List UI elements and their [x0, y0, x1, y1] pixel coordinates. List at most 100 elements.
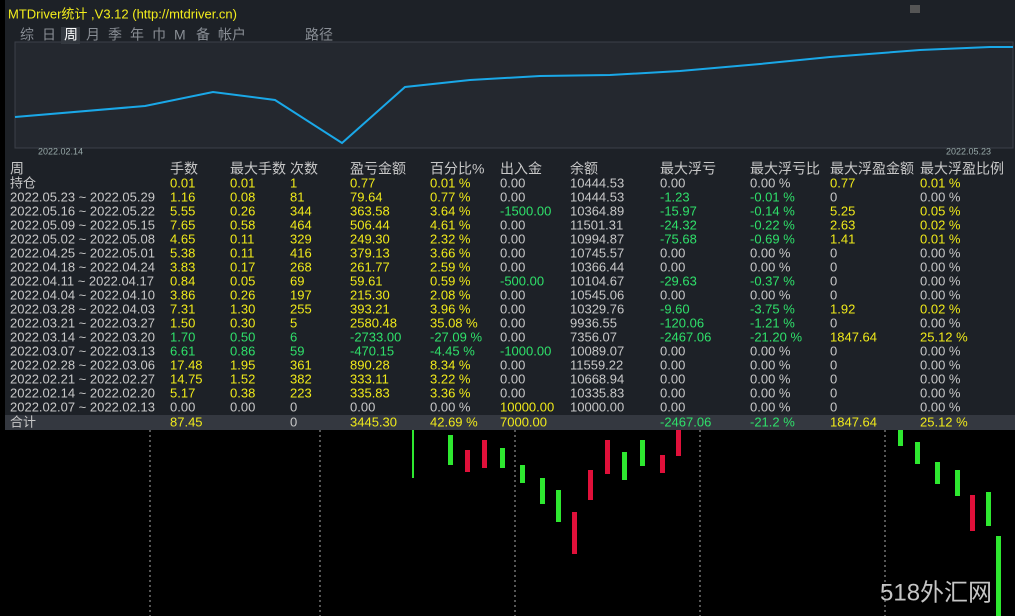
total-cell: 合计	[10, 414, 36, 429]
tab[interactable]: 日	[42, 27, 56, 43]
table-cell: 0	[290, 399, 297, 414]
table-cell: 2022.04.11 ~ 2022.04.17	[10, 273, 154, 288]
table-cell: 416	[290, 245, 312, 260]
table-cell: 0.00 %	[920, 357, 961, 372]
tab[interactable]: 备	[196, 27, 210, 43]
table-cell: 0.38	[230, 385, 255, 400]
chart-end-label: 2022.05.23	[946, 146, 991, 156]
table-cell: 0	[830, 259, 837, 274]
table-cell: 0.00 %	[920, 273, 961, 288]
candle	[482, 440, 487, 468]
candle	[588, 470, 593, 500]
table-cell: 81	[290, 189, 304, 204]
table-cell: 0.00	[500, 329, 525, 344]
candle	[970, 495, 975, 531]
tab[interactable]: 月	[86, 27, 100, 43]
table-cell: 261.77	[350, 259, 390, 274]
table-cell: 3.83	[170, 259, 195, 274]
tab[interactable]: 路径	[305, 27, 333, 43]
position-cell: 0.01	[230, 175, 255, 190]
table-cell: 361	[290, 357, 312, 372]
table-cell: 10994.87	[570, 231, 624, 246]
table-cell: -0.14 %	[750, 203, 795, 218]
table-cell: 69	[290, 273, 304, 288]
tab[interactable]: 周	[64, 27, 78, 43]
table-cell: -470.15	[350, 343, 394, 358]
candle	[556, 490, 561, 522]
table-cell: 0.02 %	[920, 301, 961, 316]
tab[interactable]: 年	[130, 27, 144, 43]
table-cell: 10364.89	[570, 203, 624, 218]
table-cell: 0.11	[230, 245, 254, 260]
tab[interactable]: 综	[20, 27, 34, 43]
table-cell: 10366.44	[570, 259, 624, 274]
table-cell: 0.00 %	[750, 385, 791, 400]
total-cell: 7000.00	[500, 414, 547, 429]
table-cell: 0.50	[230, 329, 255, 344]
table-cell: -21.20 %	[750, 329, 802, 344]
table-cell: 10000.00	[500, 399, 554, 414]
table-cell: 464	[290, 217, 312, 232]
table-cell: 0.84	[170, 273, 195, 288]
table-cell: 10089.07	[570, 343, 624, 358]
table-cell: 6.61	[170, 343, 195, 358]
tab[interactable]: 季	[108, 27, 122, 43]
table-cell: 1.95	[230, 357, 255, 372]
table-cell: 0.00	[660, 343, 685, 358]
tab[interactable]: 帐户	[218, 27, 246, 43]
table-cell: 249.30	[350, 231, 390, 246]
column-header: 最大浮亏	[660, 161, 716, 177]
table-cell: 0.77 %	[430, 189, 471, 204]
position-cell: 1	[290, 175, 297, 190]
tab[interactable]: 巾	[152, 27, 166, 43]
total-cell: 42.69 %	[430, 414, 478, 429]
table-cell: 3.36 %	[430, 385, 471, 400]
window-control[interactable]	[910, 5, 920, 13]
table-cell: 0.00 %	[920, 287, 961, 302]
table-cell: -2467.06	[660, 329, 711, 344]
table-cell: 0.05 %	[920, 203, 961, 218]
table-cell: 5.55	[170, 203, 195, 218]
position-cell: 0.01 %	[430, 175, 471, 190]
table-cell: 25.12 %	[920, 329, 968, 344]
table-cell: -9.60	[660, 301, 690, 316]
table-cell: 14.75	[170, 371, 203, 386]
candle	[605, 440, 610, 474]
table-cell: 0	[830, 273, 837, 288]
table-cell: 0.86	[230, 343, 255, 358]
candle	[640, 440, 645, 466]
table-cell: 393.21	[350, 301, 390, 316]
table-cell: 890.28	[350, 357, 390, 372]
table-cell: 1.16	[170, 189, 195, 204]
table-cell: 0	[830, 315, 837, 330]
table-cell: 10668.94	[570, 371, 624, 386]
table-cell: 2022.02.21 ~ 2022.02.27	[10, 371, 155, 386]
table-cell: 0.26	[230, 203, 255, 218]
candle	[465, 450, 470, 472]
table-cell: 10745.57	[570, 245, 624, 260]
table-cell: 3.86	[170, 287, 195, 302]
tab[interactable]: M	[174, 27, 186, 43]
table-cell: 2022.03.14 ~ 2022.03.20	[10, 329, 155, 344]
table-cell: -120.06	[660, 315, 704, 330]
position-cell: 10444.53	[570, 175, 624, 190]
candle	[540, 478, 545, 504]
table-cell: 0	[830, 343, 837, 358]
table-cell: 268	[290, 259, 312, 274]
candle	[448, 435, 453, 465]
equity-curve	[14, 46, 1013, 145]
table-cell: 0.58	[230, 217, 255, 232]
table-cell: -27.09 %	[430, 329, 482, 344]
total-cell: 1847.64	[830, 414, 877, 429]
table-cell: 379.13	[350, 245, 390, 260]
table-cell: 0.00 %	[750, 343, 791, 358]
table-cell: 59.61	[350, 273, 383, 288]
table-cell: 10000.00	[570, 399, 624, 414]
table-cell: 0.00	[500, 231, 525, 246]
position-cell: 0.01 %	[920, 175, 961, 190]
candle	[676, 430, 681, 456]
candle	[572, 512, 577, 554]
table-cell: 1.92	[830, 301, 855, 316]
table-cell: 2022.03.21 ~ 2022.03.27	[10, 315, 155, 330]
table-cell: -0.22 %	[750, 217, 795, 232]
